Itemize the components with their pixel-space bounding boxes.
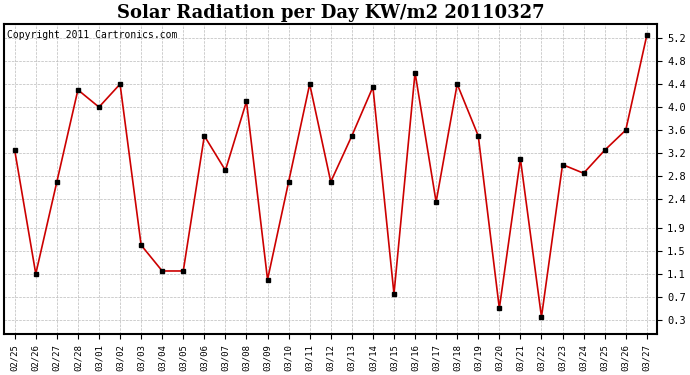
Text: Copyright 2011 Cartronics.com: Copyright 2011 Cartronics.com <box>8 30 178 40</box>
Title: Solar Radiation per Day KW/m2 20110327: Solar Radiation per Day KW/m2 20110327 <box>117 4 544 22</box>
